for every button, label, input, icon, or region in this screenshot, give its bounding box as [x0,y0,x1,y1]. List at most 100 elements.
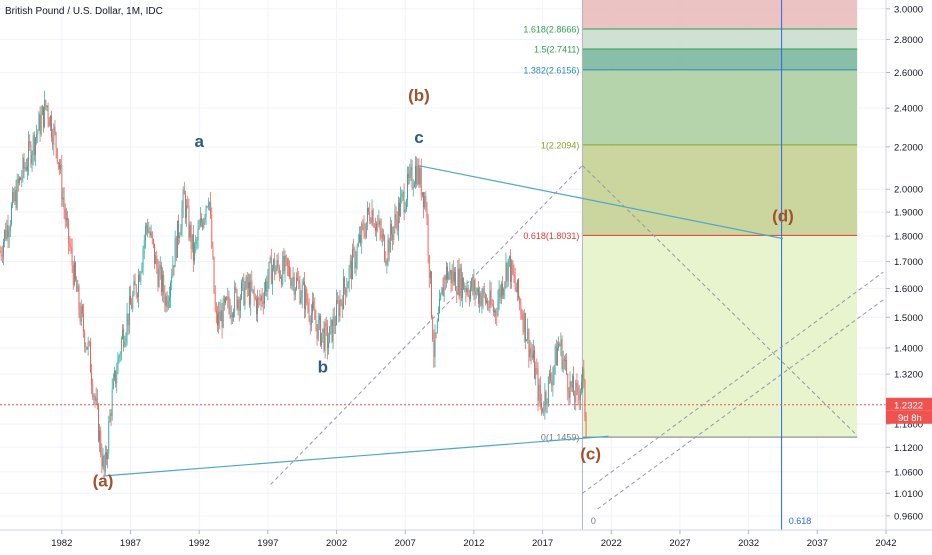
candle-body [522,314,523,317]
candle-body [303,282,304,285]
candle-body [552,375,553,386]
candle-body [550,373,551,380]
candle-body [66,218,67,220]
candle-body [49,119,50,127]
candle-body [436,333,437,334]
candle-body [483,288,484,298]
wave-label: (c) [580,444,601,463]
candle-body [71,247,72,248]
candle-body [283,256,284,271]
candle-body [510,256,511,282]
candle-body [131,305,132,309]
candle-body [360,235,361,243]
candle-body [579,395,580,400]
candle-body [112,389,113,416]
candle-body [60,165,61,169]
candle-body [428,218,429,256]
candle-body [316,320,317,324]
candle-body [270,257,271,262]
time-tick-label: 2002 [326,538,347,549]
candle-body [126,336,127,343]
candle-body [158,268,159,287]
candle-body [480,293,481,306]
candle-body [151,232,152,235]
candle-body [559,344,560,346]
candle-body [42,107,43,115]
candle-body [37,131,38,135]
candle-body [55,127,56,133]
candle-body [82,306,83,313]
candle-body [111,413,112,415]
candle-body [41,115,42,134]
candle-body [547,403,548,404]
candle-body [411,167,412,170]
candle-body [361,224,362,244]
candle-body [216,310,217,313]
candle-body [25,167,26,169]
candle-body [139,275,140,282]
candle-body [565,360,566,361]
candle-body [443,288,444,297]
candle-body [168,301,169,307]
candle-body [444,277,445,297]
candle-body [389,240,390,253]
candle-body [586,417,587,436]
candle-body [437,321,438,333]
candle-body [259,298,260,301]
candle-body [245,288,246,305]
candle-body [569,391,570,398]
candle-body [551,381,552,386]
candle-body [17,179,18,208]
candle-body [69,243,70,247]
candle-body [182,208,183,229]
candle-body [539,385,540,401]
candle-body [287,258,288,266]
price-tick-label: 1.7000 [894,257,923,268]
candle-body [214,257,215,292]
candle-body [548,377,549,404]
candle-body [119,356,120,358]
candle-body [405,209,406,212]
candle-body [243,278,244,305]
candle-body [19,178,20,184]
candle-body [162,275,163,292]
candle-body [422,192,423,196]
candle-body [264,291,265,304]
candle-body [21,178,22,180]
candle-body [431,272,432,318]
candle-body [447,267,448,280]
candle-body [286,256,287,259]
price-tick-label: 0.9600 [894,511,923,522]
candle-body [384,236,385,261]
candle-body [81,306,82,322]
candle-body [167,296,168,307]
candle-body [543,411,544,412]
candle-body [114,371,115,379]
candle-body [134,281,135,295]
candle-body [118,358,119,373]
candle-body [210,202,211,214]
candle-body [490,291,491,308]
candle-body [246,277,247,288]
wave-label: a [194,132,204,151]
candle-body [509,256,510,259]
candle-body [44,100,45,127]
candle-body [388,240,389,261]
candle-body [343,278,344,309]
price-tick-label: 2.8000 [894,35,923,46]
candle-body [145,226,146,240]
candle-body [142,266,143,272]
candle-body [63,198,64,200]
candle-body [308,303,309,307]
candle-body [11,205,12,224]
candle-body [79,286,80,311]
fib-level-label: 1.618(2.8666) [523,25,579,35]
candle-body [34,135,35,155]
candle-body [335,325,336,326]
candle-body [511,261,512,282]
candle-body [469,295,470,299]
candle-body [540,385,541,403]
candle-body [348,283,349,288]
